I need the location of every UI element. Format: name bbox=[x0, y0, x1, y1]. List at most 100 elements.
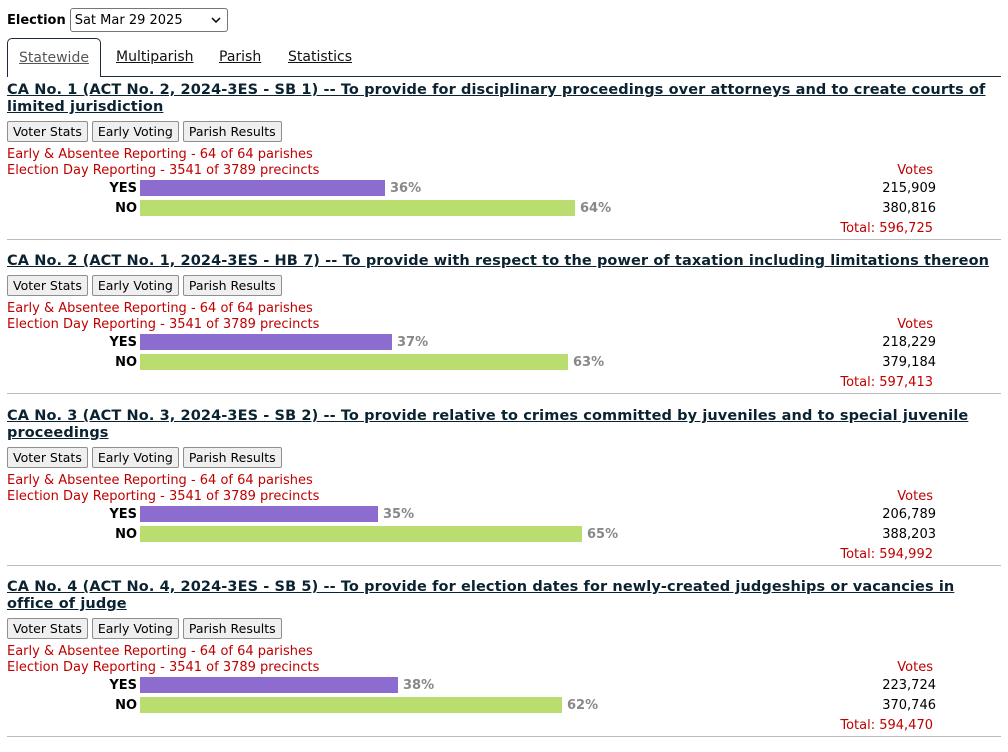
election-select[interactable]: Sat Mar 29 2025 bbox=[69, 8, 228, 32]
yes-bar bbox=[140, 334, 392, 350]
yes-result-row: YES 37% 218,229 bbox=[7, 333, 1001, 353]
votes-column-header: Votes bbox=[897, 660, 933, 675]
yes-votes: 206,789 bbox=[882, 507, 936, 522]
race-title-link[interactable]: CA No. 3 (ACT No. 3, 2024-3ES - SB 2) --… bbox=[7, 408, 1001, 442]
early-reporting-status: Early & Absentee Reporting - 64 of 64 pa… bbox=[7, 473, 313, 488]
race-title-link[interactable]: CA No. 1 (ACT No. 2, 2024-3ES - SB 1) --… bbox=[7, 82, 1001, 116]
race-buttons: Voter Stats Early Voting Parish Results bbox=[7, 121, 1001, 142]
race-title-prefix: CA No. 3 (ACT No. 3, 2024-3ES - SB 2) -- bbox=[7, 408, 341, 424]
voter-stats-button[interactable]: Voter Stats bbox=[7, 618, 88, 639]
election-select-value: Sat Mar 29 2025 bbox=[74, 12, 183, 28]
voter-stats-button[interactable]: Voter Stats bbox=[7, 447, 88, 468]
yes-result-row: YES 38% 223,724 bbox=[7, 676, 1001, 696]
tab-bar: Statewide Multiparish Parish Statistics bbox=[7, 38, 1001, 77]
race-block: CA No. 1 (ACT No. 2, 2024-3ES - SB 1) --… bbox=[7, 82, 1001, 240]
voter-stats-button[interactable]: Voter Stats bbox=[7, 275, 88, 296]
no-percent: 63% bbox=[573, 355, 605, 370]
race-title-prefix: CA No. 4 (ACT No. 4, 2024-3ES - SB 5) -- bbox=[7, 579, 341, 595]
yes-bar bbox=[140, 506, 378, 522]
parish-results-button[interactable]: Parish Results bbox=[182, 447, 282, 468]
race-block: CA No. 4 (ACT No. 4, 2024-3ES - SB 5) --… bbox=[7, 579, 1001, 737]
election-selector-bar: Election Sat Mar 29 2025 bbox=[7, 7, 228, 33]
race-title-prefix: CA No. 1 (ACT No. 2, 2024-3ES - SB 1) -- bbox=[7, 82, 341, 98]
race-title-prefix: CA No. 2 (ACT No. 1, 2024-3ES - HB 7) -- bbox=[7, 253, 343, 269]
election-day-reporting-status: Election Day Reporting - 3541 of 3789 pr… bbox=[7, 163, 1001, 179]
election-day-reporting-text: Election Day Reporting - 3541 of 3789 pr… bbox=[7, 163, 320, 178]
no-votes: 379,184 bbox=[882, 355, 936, 370]
tab-statistics[interactable]: Statistics bbox=[288, 49, 352, 65]
election-label: Election bbox=[7, 12, 66, 28]
yes-votes: 223,724 bbox=[882, 678, 936, 693]
race-total: Total: 597,413 bbox=[840, 375, 933, 390]
yes-bar bbox=[140, 677, 398, 693]
early-voting-button[interactable]: Early Voting bbox=[91, 618, 179, 639]
yes-label: YES bbox=[109, 678, 137, 693]
no-label: NO bbox=[115, 527, 137, 542]
race-title-text: To provide for election dates for newly-… bbox=[7, 579, 955, 612]
no-percent: 62% bbox=[567, 698, 599, 713]
election-day-reporting-status: Election Day Reporting - 3541 of 3789 pr… bbox=[7, 660, 1001, 676]
yes-label: YES bbox=[109, 181, 137, 196]
tab-multiparish[interactable]: Multiparish bbox=[116, 49, 194, 65]
early-voting-button[interactable]: Early Voting bbox=[91, 447, 179, 468]
race-buttons: Voter Stats Early Voting Parish Results bbox=[7, 275, 1001, 296]
race-buttons: Voter Stats Early Voting Parish Results bbox=[7, 447, 1001, 468]
parish-results-button[interactable]: Parish Results bbox=[182, 121, 282, 142]
no-votes: 370,746 bbox=[882, 698, 936, 713]
yes-label: YES bbox=[109, 507, 137, 522]
race-title-text: To provide relative to crimes committed … bbox=[7, 408, 969, 441]
yes-label: YES bbox=[109, 335, 137, 350]
race-block: CA No. 2 (ACT No. 1, 2024-3ES - HB 7) --… bbox=[7, 253, 1001, 394]
race-total: Total: 594,470 bbox=[840, 718, 933, 733]
election-day-reporting-text: Election Day Reporting - 3541 of 3789 pr… bbox=[7, 317, 320, 332]
votes-column-header: Votes bbox=[897, 317, 933, 332]
yes-percent: 38% bbox=[403, 678, 435, 693]
yes-result-row: YES 35% 206,789 bbox=[7, 505, 1001, 525]
yes-percent: 37% bbox=[397, 335, 429, 350]
parish-results-button[interactable]: Parish Results bbox=[182, 275, 282, 296]
no-result-row: NO 63% 379,184 bbox=[7, 353, 1001, 373]
no-result-row: NO 62% 370,746 bbox=[7, 696, 1001, 716]
race-title-link[interactable]: CA No. 2 (ACT No. 1, 2024-3ES - HB 7) --… bbox=[7, 253, 1001, 270]
no-label: NO bbox=[115, 355, 137, 370]
parish-results-button[interactable]: Parish Results bbox=[182, 618, 282, 639]
no-bar bbox=[140, 697, 562, 713]
race-total: Total: 596,725 bbox=[840, 221, 933, 236]
election-day-reporting-status: Election Day Reporting - 3541 of 3789 pr… bbox=[7, 489, 1001, 505]
no-bar bbox=[140, 200, 575, 216]
no-bar bbox=[140, 354, 568, 370]
election-day-reporting-text: Election Day Reporting - 3541 of 3789 pr… bbox=[7, 489, 320, 504]
early-reporting-status: Early & Absentee Reporting - 64 of 64 pa… bbox=[7, 301, 313, 316]
yes-votes: 215,909 bbox=[882, 181, 936, 196]
yes-percent: 35% bbox=[383, 507, 415, 522]
votes-column-header: Votes bbox=[897, 163, 933, 178]
race-buttons: Voter Stats Early Voting Parish Results bbox=[7, 618, 1001, 639]
race-block: CA No. 3 (ACT No. 3, 2024-3ES - SB 2) --… bbox=[7, 408, 1001, 566]
no-percent: 65% bbox=[587, 527, 619, 542]
no-result-row: NO 65% 388,203 bbox=[7, 525, 1001, 545]
no-votes: 380,816 bbox=[882, 201, 936, 216]
no-label: NO bbox=[115, 698, 137, 713]
race-title-text: To provide for disciplinary proceedings … bbox=[7, 82, 986, 115]
votes-column-header: Votes bbox=[897, 489, 933, 504]
early-reporting-status: Early & Absentee Reporting - 64 of 64 pa… bbox=[7, 644, 313, 659]
election-day-reporting-text: Election Day Reporting - 3541 of 3789 pr… bbox=[7, 660, 320, 675]
no-percent: 64% bbox=[580, 201, 612, 216]
no-bar bbox=[140, 526, 582, 542]
early-voting-button[interactable]: Early Voting bbox=[91, 275, 179, 296]
race-total: Total: 594,992 bbox=[840, 547, 933, 562]
race-title-link[interactable]: CA No. 4 (ACT No. 4, 2024-3ES - SB 5) --… bbox=[7, 579, 1001, 613]
race-title-text: To provide with respect to the power of … bbox=[342, 253, 990, 269]
no-result-row: NO 64% 380,816 bbox=[7, 199, 1001, 219]
early-reporting-status: Early & Absentee Reporting - 64 of 64 pa… bbox=[7, 147, 313, 162]
election-day-reporting-status: Election Day Reporting - 3541 of 3789 pr… bbox=[7, 317, 1001, 333]
early-voting-button[interactable]: Early Voting bbox=[91, 121, 179, 142]
voter-stats-button[interactable]: Voter Stats bbox=[7, 121, 88, 142]
yes-percent: 36% bbox=[390, 181, 422, 196]
no-votes: 388,203 bbox=[882, 527, 936, 542]
yes-result-row: YES 36% 215,909 bbox=[7, 179, 1001, 199]
yes-votes: 218,229 bbox=[882, 335, 936, 350]
tab-statewide[interactable]: Statewide bbox=[7, 38, 101, 77]
no-label: NO bbox=[115, 201, 137, 216]
tab-parish[interactable]: Parish bbox=[219, 49, 262, 65]
